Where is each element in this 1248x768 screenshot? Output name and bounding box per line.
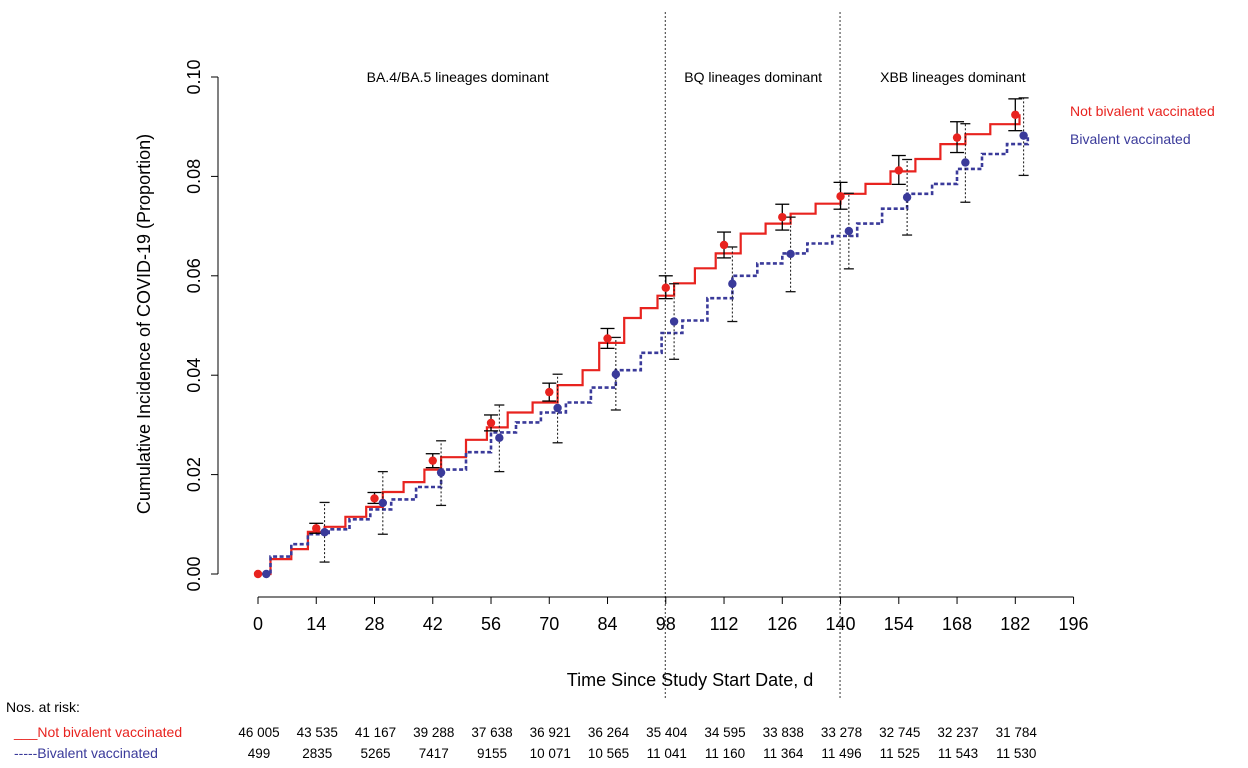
y-tick-label: 0.06	[184, 258, 204, 293]
x-tick-label: 84	[598, 614, 618, 634]
x-tick-label: 140	[826, 614, 856, 634]
data-point	[545, 387, 554, 397]
x-axis-title: Time Since Study Start Date, d	[567, 670, 813, 690]
data-point	[1011, 110, 1020, 119]
data-point	[844, 226, 854, 236]
data-point	[728, 279, 737, 288]
risk-value: 36 921	[530, 725, 571, 740]
data-point	[719, 240, 729, 250]
risk-value: 32 745	[879, 725, 920, 740]
risk-value: 11 543	[938, 746, 978, 761]
x-tick-label: 98	[656, 614, 676, 634]
risk-value: 33 838	[763, 725, 804, 740]
risk-value: 43 535	[297, 725, 338, 740]
risk-value: 33 278	[821, 725, 862, 740]
period-label: BQ lineages dominant	[684, 69, 822, 85]
data-point	[661, 283, 670, 292]
risk-value: 35 404	[646, 725, 688, 740]
risk-value: 37 638	[471, 725, 512, 740]
data-point	[312, 524, 321, 533]
series-curves	[258, 114, 1030, 576]
data-point	[320, 528, 329, 537]
data-point	[436, 468, 446, 477]
data-point	[1019, 131, 1028, 140]
risk-value: 41 167	[355, 725, 396, 740]
x-tick-label: 0	[253, 614, 263, 634]
x-tick-label: 154	[884, 614, 914, 634]
data-point	[603, 334, 612, 343]
period-label: XBB lineages dominant	[880, 69, 1026, 85]
y-tick-label: 0.00	[184, 556, 204, 591]
risk-value: 2835	[302, 746, 332, 761]
data-point	[952, 133, 962, 142]
risk-table-title: Nos. at risk:	[6, 699, 80, 715]
x-tick-label: 14	[306, 614, 326, 634]
data-point	[778, 212, 787, 222]
data-point	[836, 192, 845, 201]
risk-value: 7417	[419, 746, 449, 761]
y-axis-title: Cumulative Incidence of COVID-19 (Propor…	[134, 134, 154, 514]
risk-value: 11 041	[647, 746, 687, 761]
risk-value: 11 160	[705, 746, 745, 761]
series-points	[253, 110, 1028, 579]
series-line-bivalent	[258, 136, 1030, 576]
risk-value: 11 364	[763, 746, 804, 761]
data-point	[902, 193, 912, 202]
risk-row-label: ___Not bivalent vaccinated	[13, 724, 182, 740]
data-point	[428, 456, 437, 465]
data-point	[495, 433, 504, 443]
risk-table: Nos. at risk: ___Not bivalent vaccinated 4…	[6, 699, 1037, 761]
series-line-not-bivalent	[258, 114, 1021, 576]
data-point	[669, 317, 679, 326]
x-tick-label: 126	[767, 614, 797, 634]
legend-entry-not-bivalent: Not bivalent vaccinated	[1070, 103, 1215, 119]
data-point	[370, 494, 379, 503]
x-tick-label: 182	[1000, 614, 1030, 634]
risk-value: 10 071	[530, 746, 571, 761]
risk-value: 499	[248, 746, 271, 761]
x-tick-label: 28	[364, 614, 384, 634]
y-tick-label: 0.04	[184, 358, 204, 393]
x-tick-label: 196	[1059, 614, 1089, 634]
risk-value: 36 264	[588, 725, 630, 740]
data-point	[611, 370, 621, 379]
x-tick-label: 56	[481, 614, 501, 634]
x-tick-label: 70	[539, 614, 559, 634]
data-point	[378, 498, 388, 508]
risk-value: 46 005	[238, 725, 279, 740]
data-point	[253, 569, 263, 579]
risk-value: 9155	[477, 746, 507, 761]
period-label: BA.4/BA.5 lineages dominant	[367, 69, 549, 85]
risk-value: 32 237	[937, 725, 978, 740]
x-tick-label: 168	[942, 614, 972, 634]
risk-value: 34 595	[704, 725, 745, 740]
data-point	[262, 569, 271, 579]
data-point	[894, 166, 903, 175]
x-tick-label: 42	[423, 614, 443, 634]
risk-value: 11 530	[996, 746, 1036, 761]
risk-row-label: -----Bivalent vaccinated	[14, 745, 158, 761]
period-divider-lines	[664, 12, 841, 700]
risk-value: 31 784	[996, 725, 1038, 740]
x-tick-label: 112	[710, 614, 739, 634]
data-point	[961, 158, 970, 167]
risk-value: 11 525	[880, 746, 920, 761]
y-tick-label: 0.08	[184, 159, 204, 194]
risk-value: 10 565	[588, 746, 629, 761]
y-tick-label: 0.02	[184, 457, 204, 492]
axes: 0 14 28 42 56 70 84 98 112 126 140 154 168 182 196 0.00…	[134, 59, 1089, 690]
risk-value: 11 496	[821, 746, 861, 761]
legend-entry-bivalent: Bivalent vaccinated	[1070, 131, 1191, 147]
data-point	[786, 249, 795, 259]
data-point	[486, 418, 496, 428]
risk-value: 39 288	[413, 725, 454, 740]
data-point	[553, 403, 562, 413]
period-labels: BA.4/BA.5 lineages dominant BQ lineages d…	[367, 69, 1026, 85]
y-tick-label: 0.10	[184, 59, 204, 94]
risk-value: 5265	[360, 746, 390, 761]
error-bars	[309, 97, 1029, 563]
legend: Not bivalent vaccinated Bivalent vaccinat…	[1070, 103, 1215, 147]
